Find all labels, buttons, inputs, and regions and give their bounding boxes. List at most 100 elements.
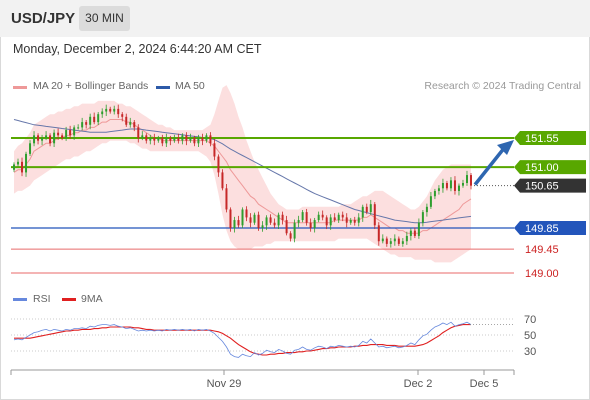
candle-body <box>441 183 444 189</box>
candle-body <box>385 238 388 244</box>
candle-body <box>233 220 236 228</box>
candle-body <box>465 175 468 183</box>
candle-body <box>345 217 348 223</box>
candle-body <box>161 138 164 144</box>
candle-body <box>185 135 188 141</box>
candle-body <box>209 135 212 144</box>
candle-body <box>413 230 416 236</box>
header-bar: USD/JPY 30 MIN <box>0 0 590 37</box>
candle-body <box>197 138 200 144</box>
level-tag-151-00-bg <box>514 160 586 175</box>
candle-body <box>61 135 64 138</box>
candle-body <box>29 143 32 154</box>
candle-body <box>237 220 240 226</box>
candle-body <box>425 206 428 213</box>
candle-body <box>217 156 220 173</box>
candle-body <box>113 108 116 112</box>
candle-body <box>417 222 420 236</box>
candle-body <box>45 135 48 138</box>
candle-body <box>121 114 124 117</box>
level-tag-151-00-text: 151.00 <box>525 162 559 174</box>
candle-body <box>169 138 172 141</box>
candle-body <box>189 138 192 141</box>
candle-body <box>269 217 272 223</box>
candle-body <box>105 108 108 112</box>
candle-body <box>81 122 84 128</box>
forecast-arrow-head <box>497 140 514 155</box>
candle-body <box>401 241 404 244</box>
ma9-legend-label: 9MA <box>81 293 103 305</box>
candle-body <box>49 135 52 144</box>
candle-body <box>101 111 104 115</box>
level-tag-151-55-text: 151.55 <box>525 133 559 145</box>
candle-body <box>393 238 396 242</box>
rsi-line <box>13 321 472 358</box>
x-tick-label: Dec 2 <box>404 378 433 390</box>
candle-body <box>133 122 136 128</box>
candle-body <box>457 185 460 191</box>
candle-body <box>445 183 448 189</box>
candle-body <box>381 238 384 242</box>
ma20-legend-label: MA 20 + Bollinger Bands <box>33 80 149 92</box>
candle-body <box>365 206 368 213</box>
candle-body <box>193 138 196 144</box>
candle-body <box>225 188 228 210</box>
candle-body <box>69 130 72 136</box>
candle-body <box>369 204 372 213</box>
candle-body <box>249 217 252 223</box>
symbol-label: USD/JPY <box>11 10 76 27</box>
candle-body <box>437 188 440 191</box>
candle-body <box>205 135 208 141</box>
candle-body <box>25 153 28 173</box>
candle-body <box>93 116 96 123</box>
candle-body <box>281 214 284 221</box>
candle-body <box>265 217 268 226</box>
candle-body <box>85 122 88 125</box>
rsi-ma9-line <box>14 324 471 356</box>
timeframe-button[interactable]: 30 MIN <box>79 6 130 31</box>
candle-body <box>449 180 452 189</box>
candle-body <box>289 233 292 239</box>
candle-body <box>277 214 280 226</box>
candle-body <box>73 127 76 136</box>
rsi-tick-label: 50 <box>524 330 536 342</box>
level-tag-150-65-text: 150.65 <box>525 181 559 193</box>
level-tag-149-00-text: 149.00 <box>525 268 559 280</box>
candle-body <box>317 214 320 221</box>
rsi-legend-swatch <box>13 298 27 301</box>
candle-body <box>201 138 204 141</box>
candle-body <box>97 114 100 123</box>
ma9-legend-swatch <box>62 298 76 301</box>
candle-body <box>333 217 336 221</box>
candle-body <box>377 225 380 242</box>
candle-body <box>285 220 288 234</box>
candle-body <box>37 135 40 141</box>
ma50-line <box>13 119 472 224</box>
candle-body <box>409 230 412 236</box>
candle-body <box>421 212 424 223</box>
rsi-tick-label: 70 <box>524 314 536 326</box>
candle-body <box>149 138 152 141</box>
level-tag-151-55-bg <box>514 131 586 145</box>
candle-body <box>65 130 68 138</box>
candle-body <box>245 209 248 218</box>
candle-body <box>181 135 184 141</box>
candle-body <box>325 217 328 226</box>
candle-body <box>141 135 144 138</box>
candle-body <box>461 183 464 186</box>
ma20-legend-swatch <box>13 86 27 89</box>
candle-body <box>321 214 324 218</box>
candle-body <box>341 214 344 218</box>
candle-body <box>173 138 176 141</box>
candle-body <box>125 116 128 125</box>
candle-body <box>17 161 20 165</box>
ma50-legend-label: MA 50 <box>175 80 205 92</box>
candle-body <box>257 214 260 228</box>
candle-body <box>453 180 456 191</box>
credit-label: Research © 2024 Trading Central <box>424 80 581 92</box>
candle-body <box>301 212 304 221</box>
candle-body <box>405 235 408 242</box>
candle-body <box>129 122 132 125</box>
